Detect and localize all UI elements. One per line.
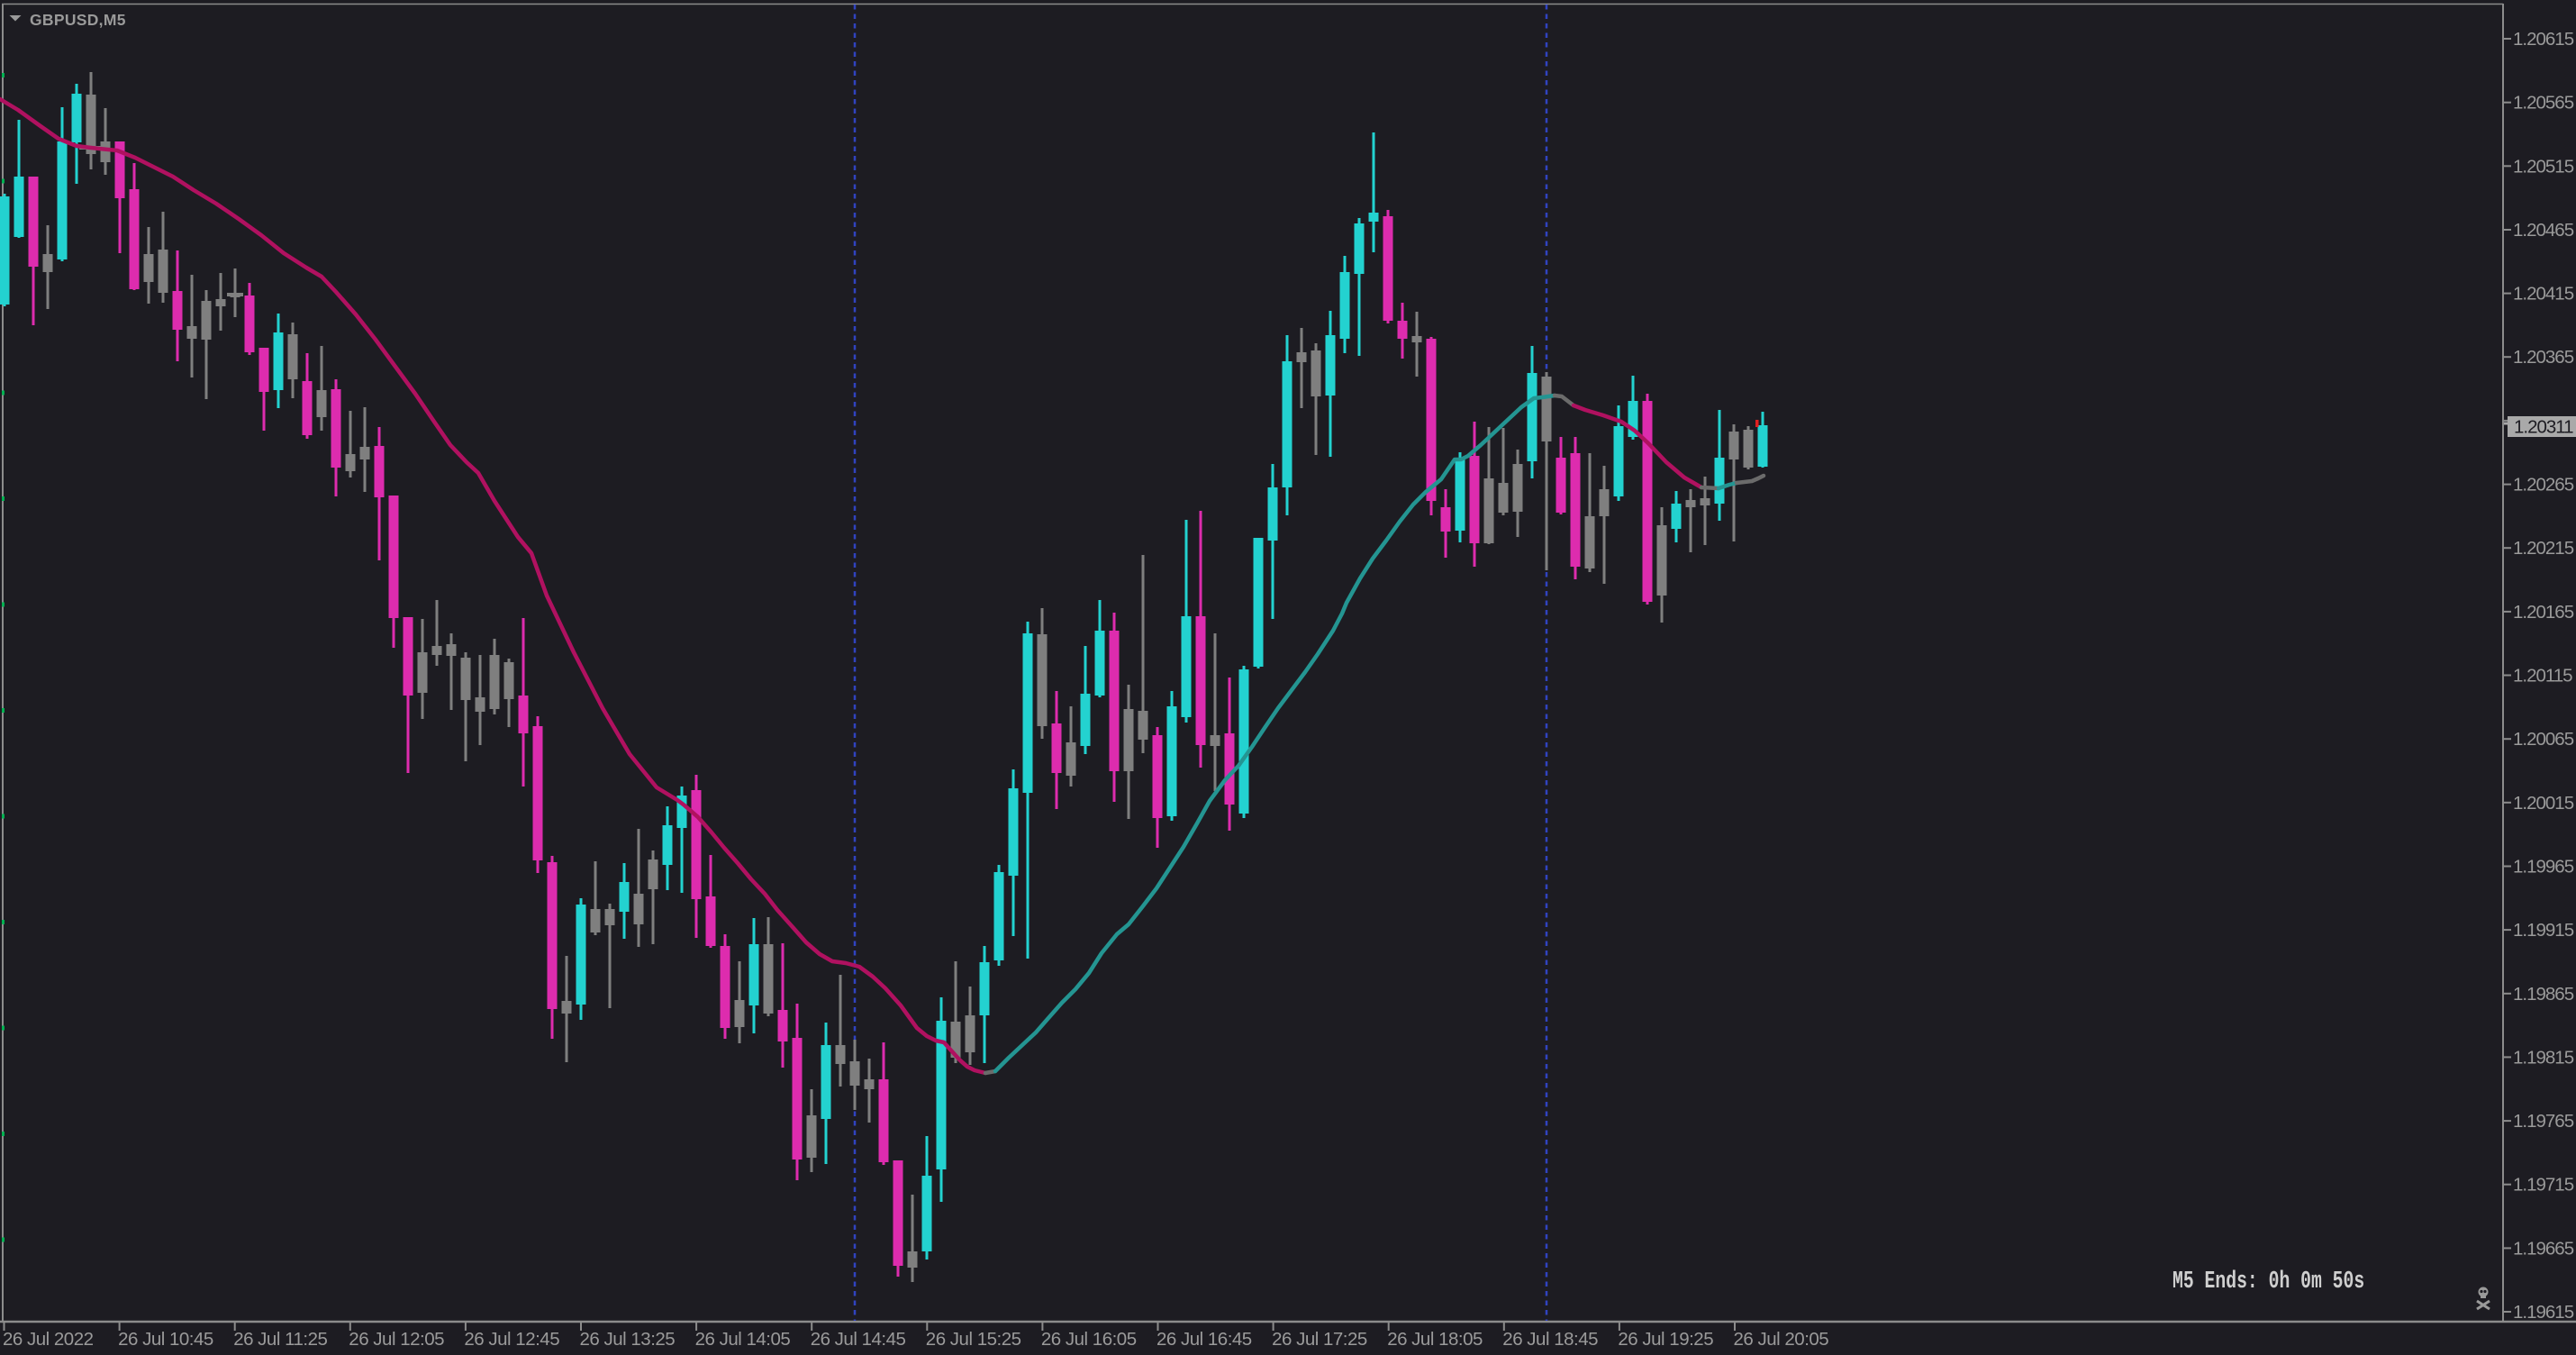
svg-text:1.20215: 1.20215: [2513, 538, 2574, 559]
svg-text:26 Jul 16:45: 26 Jul 16:45: [1156, 1329, 1252, 1350]
svg-text:1.20015: 1.20015: [2513, 793, 2574, 814]
svg-text:1.20415: 1.20415: [2513, 284, 2574, 305]
svg-text:26 Jul 16:05: 26 Jul 16:05: [1041, 1329, 1137, 1350]
svg-text:26 Jul 14:45: 26 Jul 14:45: [811, 1329, 906, 1350]
svg-text:1.19665: 1.19665: [2513, 1238, 2574, 1259]
svg-text:1.19765: 1.19765: [2513, 1111, 2574, 1132]
svg-text:1.20165: 1.20165: [2513, 602, 2574, 623]
svg-text:26 Jul 10:45: 26 Jul 10:45: [118, 1329, 213, 1350]
svg-text:26 Jul 18:45: 26 Jul 18:45: [1502, 1329, 1598, 1350]
svg-text:M5 Ends: 0h 0m 50s: M5 Ends: 0h 0m 50s: [2172, 1268, 2364, 1296]
svg-text:1.20565: 1.20565: [2513, 93, 2574, 114]
svg-text:1.19915: 1.19915: [2513, 920, 2574, 941]
svg-text:26 Jul 17:25: 26 Jul 17:25: [1272, 1329, 1367, 1350]
svg-text:26 Jul 2022: 26 Jul 2022: [3, 1329, 94, 1350]
svg-text:26 Jul 15:25: 26 Jul 15:25: [926, 1329, 1021, 1350]
svg-text:GBPUSD,M5: GBPUSD,M5: [30, 11, 126, 29]
svg-text:26 Jul 11:25: 26 Jul 11:25: [233, 1329, 327, 1350]
svg-text:26 Jul 12:05: 26 Jul 12:05: [349, 1329, 444, 1350]
svg-text:26 Jul 12:45: 26 Jul 12:45: [464, 1329, 559, 1350]
svg-text:1.19815: 1.19815: [2513, 1047, 2574, 1068]
svg-text:26 Jul 20:05: 26 Jul 20:05: [1734, 1329, 1829, 1350]
svg-text:26 Jul 13:25: 26 Jul 13:25: [580, 1329, 676, 1350]
svg-text:1.20465: 1.20465: [2513, 220, 2574, 241]
svg-text:26 Jul 18:05: 26 Jul 18:05: [1387, 1329, 1483, 1350]
svg-text:1.19965: 1.19965: [2513, 857, 2574, 878]
svg-text:1.20065: 1.20065: [2513, 729, 2574, 750]
svg-text:1.20115: 1.20115: [2513, 666, 2572, 687]
svg-text:26 Jul 19:25: 26 Jul 19:25: [1618, 1329, 1713, 1350]
svg-text:1.19715: 1.19715: [2513, 1175, 2574, 1196]
svg-text:26 Jul 14:05: 26 Jul 14:05: [695, 1329, 791, 1350]
svg-text:1.20365: 1.20365: [2513, 347, 2574, 368]
svg-text:1.20265: 1.20265: [2513, 475, 2574, 496]
svg-text:1.19615: 1.19615: [2513, 1302, 2574, 1323]
svg-text:1.19865: 1.19865: [2513, 984, 2574, 1005]
svg-text:1.20615: 1.20615: [2513, 29, 2574, 50]
svg-text:1.20515: 1.20515: [2513, 156, 2574, 177]
svg-text:1.20311: 1.20311: [2514, 417, 2573, 438]
